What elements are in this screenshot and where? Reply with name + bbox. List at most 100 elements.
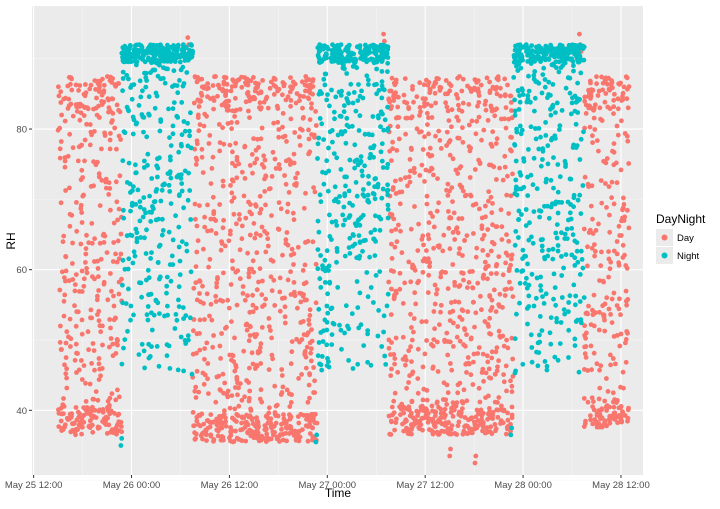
point-night: [385, 128, 391, 134]
point-day: [288, 75, 293, 80]
point-day: [450, 262, 456, 267]
point-day: [207, 313, 212, 319]
point-day: [92, 367, 97, 373]
point-day: [91, 348, 97, 353]
point-night: [131, 312, 136, 318]
point-night: [126, 160, 132, 166]
point-day: [311, 416, 316, 422]
point-day: [223, 423, 229, 429]
point-night: [529, 43, 535, 48]
legend-item-night: Night: [656, 247, 700, 264]
point-day: [276, 162, 282, 167]
point-night: [326, 145, 331, 151]
point-day: [459, 108, 465, 114]
point-day: [79, 317, 85, 323]
point-night: [514, 63, 519, 69]
point-day: [591, 292, 597, 298]
point-day: [284, 139, 289, 144]
point-day: [110, 259, 116, 264]
point-day: [259, 399, 265, 405]
point-night: [541, 301, 547, 306]
point-day: [248, 408, 254, 413]
point-day: [583, 335, 588, 341]
point-day: [56, 424, 62, 429]
point-night: [152, 105, 158, 111]
point-day: [443, 91, 448, 97]
point-night: [532, 95, 538, 101]
point-day: [220, 178, 226, 184]
point-day: [487, 315, 493, 321]
point-day: [626, 225, 632, 231]
point-night: [142, 365, 148, 371]
point-day: [388, 373, 394, 378]
point-night: [341, 222, 346, 228]
point-day: [115, 387, 120, 393]
point-day: [70, 421, 75, 427]
point-day: [284, 425, 290, 431]
point-night: [380, 165, 386, 170]
point-night: [379, 83, 385, 89]
point-day: [237, 276, 243, 282]
point-day: [500, 272, 506, 278]
point-day: [397, 286, 403, 292]
point-day: [408, 344, 413, 350]
point-day: [453, 167, 459, 173]
point-day: [240, 284, 246, 289]
point-day: [475, 418, 481, 424]
point-day: [241, 415, 247, 421]
point-night: [321, 181, 327, 187]
point-day: [190, 410, 196, 415]
point-night: [152, 53, 158, 59]
point-day: [256, 424, 261, 430]
point-day: [67, 316, 73, 322]
point-night: [581, 129, 586, 135]
point-day: [583, 111, 589, 116]
point-day: [408, 311, 413, 317]
point-night: [165, 171, 171, 177]
point-day: [306, 322, 312, 327]
point-day: [282, 304, 288, 310]
point-day: [259, 224, 265, 230]
point-day: [306, 136, 312, 142]
point-day: [82, 137, 88, 143]
point-day: [420, 96, 426, 101]
point-night: [555, 243, 561, 248]
point-day: [305, 95, 311, 101]
point-night: [518, 65, 524, 71]
point-day: [309, 101, 314, 106]
point-day: [262, 423, 268, 428]
point-day: [605, 389, 611, 394]
point-day: [277, 289, 283, 295]
point-night: [169, 253, 175, 259]
point-day: [196, 128, 202, 134]
point-night: [141, 195, 147, 201]
point-day: [508, 147, 513, 153]
point-night: [146, 341, 152, 347]
point-night: [566, 56, 572, 62]
point-day: [191, 285, 197, 291]
point-day: [81, 419, 87, 425]
point-day: [193, 384, 199, 390]
point-day: [119, 429, 125, 435]
point-night: [544, 367, 550, 373]
point-day: [226, 238, 232, 244]
point-night: [533, 295, 539, 301]
point-night: [342, 330, 347, 336]
point-night: [125, 328, 130, 334]
point-day: [219, 241, 225, 246]
point-day: [65, 153, 71, 159]
point-night: [512, 108, 518, 114]
point-day: [454, 334, 460, 340]
point-night: [364, 51, 370, 57]
point-day: [250, 258, 256, 264]
point-day: [97, 203, 103, 209]
point-day: [63, 355, 69, 360]
point-day: [280, 124, 285, 130]
point-night: [540, 146, 546, 152]
point-day: [210, 95, 216, 101]
point-night: [131, 184, 136, 190]
point-night: [157, 276, 162, 282]
point-night: [332, 55, 337, 61]
point-night: [545, 203, 550, 209]
point-night: [355, 217, 361, 223]
